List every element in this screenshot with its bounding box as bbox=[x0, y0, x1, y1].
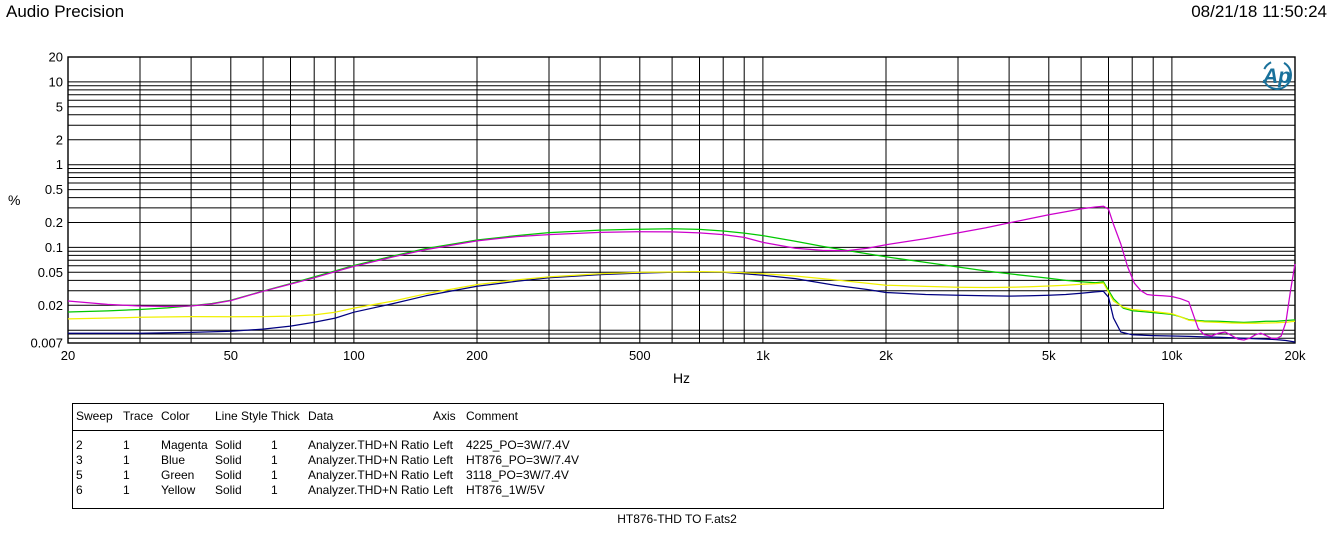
y-axis-title: % bbox=[8, 192, 20, 208]
svg-text:1k: 1k bbox=[756, 348, 770, 363]
column-header-axis: Axis bbox=[430, 404, 463, 431]
column-header-data: Data bbox=[305, 404, 430, 431]
sweep-cell-data: Analyzer.THD+N Ratio A bbox=[308, 482, 430, 497]
sweep-cell-line-style: Solid bbox=[215, 452, 242, 467]
sweep-cell-axis: Left bbox=[433, 437, 454, 452]
sweep-row: 6 1 Yellow Solid 1 Analyzer.THD+N Ratio A Left… bbox=[73, 482, 1163, 497]
svg-text:0.02: 0.02 bbox=[38, 298, 63, 313]
svg-text:50: 50 bbox=[224, 348, 238, 363]
column-header-color: Color bbox=[158, 404, 212, 431]
sweep-cell-color: Yellow bbox=[161, 482, 196, 497]
x-axis-title: Hz bbox=[673, 370, 690, 386]
sweep-cell-data: Analyzer.THD+N Ratio A bbox=[308, 452, 430, 467]
sweep-row: 3 1 Blue Solid 1 Analyzer.THD+N Ratio A Left HT… bbox=[73, 452, 1163, 467]
column-header-thick: Thick bbox=[268, 404, 305, 431]
sweep-row: 5 1 Green Solid 1 Analyzer.THD+N Ratio A Left 3… bbox=[73, 467, 1163, 482]
y-axis-tick-labels: 20 10 5 2 1 0.5 0.2 0.1 0.05 0.02 0.007 bbox=[30, 50, 63, 351]
sweep-cell-comment: HT876_PO=3W/7.4V bbox=[466, 452, 580, 467]
svg-text:5k: 5k bbox=[1042, 348, 1056, 363]
report-timestamp: 08/21/18 11:50:24 bbox=[1191, 2, 1327, 21]
app-title: Audio Precision bbox=[6, 2, 125, 21]
sweep-table-body: 2 1 Magenta Solid 1 Analyzer.THD+N Ratio A Lef… bbox=[73, 431, 1163, 498]
sweep-table-header-row: Sweep Trace Color Line Style Thick Data Axis Co… bbox=[73, 404, 1163, 431]
svg-text:500: 500 bbox=[629, 348, 651, 363]
sweep-cell-color: Blue bbox=[161, 452, 186, 467]
svg-text:2k: 2k bbox=[879, 348, 893, 363]
svg-text:0.007: 0.007 bbox=[30, 336, 63, 351]
svg-text:20k: 20k bbox=[1285, 348, 1306, 363]
sweep-cell-thick: 1 bbox=[271, 437, 278, 452]
sweep-cell-line-style: Solid bbox=[215, 467, 242, 482]
sweep-cell-sweep: 5 bbox=[76, 467, 83, 482]
column-header-comment: Comment bbox=[463, 404, 1163, 431]
column-header-line-style: Line Style bbox=[212, 404, 268, 431]
sweep-legend-table-border: Sweep Trace Color Line Style Thick Data Axis Co… bbox=[72, 403, 1164, 509]
gridlines bbox=[67, 56, 1296, 344]
sweep-cell-trace: 1 bbox=[123, 482, 130, 497]
svg-text:200: 200 bbox=[466, 348, 488, 363]
sweep-cell-axis: Left bbox=[433, 452, 454, 467]
svg-text:0.2: 0.2 bbox=[45, 215, 63, 230]
sweep-cell-color: Magenta bbox=[161, 437, 208, 452]
svg-text:Ap: Ap bbox=[1262, 65, 1291, 88]
traces bbox=[67, 205, 1296, 343]
sweep-cell-sweep: 2 bbox=[76, 437, 83, 452]
svg-text:100: 100 bbox=[343, 348, 365, 363]
x-axis-tick-labels: 20 50 100 200 500 1k 2k 5k 10k 20k bbox=[61, 348, 1306, 363]
sweep-cell-line-style: Solid bbox=[215, 437, 242, 452]
sweep-cell-comment: 3118_PO=3W/7.4V bbox=[466, 467, 569, 482]
sweep-cell-sweep: 3 bbox=[76, 452, 83, 467]
project-filename: HT876-THD TO F.ats2 bbox=[617, 512, 737, 526]
sweep-cell-comment: HT876_1W/5V bbox=[466, 482, 545, 497]
sweep-table-header: Sweep Trace Color Line Style Thick Data Axis Co… bbox=[73, 404, 1163, 431]
svg-text:20: 20 bbox=[49, 50, 63, 65]
trace-yellow bbox=[67, 270, 1296, 324]
svg-text:20: 20 bbox=[61, 348, 75, 363]
ap-logo: Ap bbox=[1262, 61, 1292, 90]
svg-text:1: 1 bbox=[56, 157, 63, 172]
sweep-cell-axis: Left bbox=[433, 482, 454, 497]
sweep-cell-line-style: Solid bbox=[215, 482, 242, 497]
svg-text:10: 10 bbox=[49, 74, 63, 89]
trace-blue bbox=[68, 271, 1296, 343]
sweep-cell-thick: 1 bbox=[271, 467, 278, 482]
svg-text:2: 2 bbox=[56, 132, 63, 147]
sweep-legend-table: Sweep Trace Color Line Style Thick Data Axis Co… bbox=[73, 404, 1163, 497]
sweep-cell-color: Green bbox=[161, 467, 195, 482]
svg-text:5: 5 bbox=[56, 99, 63, 114]
trace-magenta bbox=[67, 205, 1296, 341]
svg-text:0.1: 0.1 bbox=[45, 240, 63, 255]
thd-vs-frequency-chart: 20 50 100 200 500 1k 2k 5k 10k 20k 20 10 5 2 1 0.5 0.2 0.… bbox=[8, 50, 1306, 387]
sweep-cell-trace: 1 bbox=[123, 467, 130, 482]
sweep-cell-data: Analyzer.THD+N Ratio A bbox=[308, 467, 430, 482]
sweep-cell-sweep: 6 bbox=[76, 482, 83, 497]
sweep-cell-comment: 4225_PO=3W/7.4V bbox=[466, 437, 570, 452]
svg-text:0.05: 0.05 bbox=[38, 265, 63, 280]
sweep-row: 2 1 Magenta Solid 1 Analyzer.THD+N Ratio A Lef… bbox=[73, 431, 1163, 453]
plot-border bbox=[67, 56, 1296, 344]
sweep-cell-data: Analyzer.THD+N Ratio A bbox=[308, 437, 430, 452]
column-header-sweep: Sweep bbox=[73, 404, 120, 431]
svg-text:0.5: 0.5 bbox=[45, 182, 63, 197]
sweep-cell-thick: 1 bbox=[271, 482, 278, 497]
column-header-trace: Trace bbox=[120, 404, 158, 431]
sweep-cell-trace: 1 bbox=[123, 437, 130, 452]
sweep-cell-trace: 1 bbox=[123, 452, 130, 467]
sweep-cell-thick: 1 bbox=[271, 452, 278, 467]
svg-text:10k: 10k bbox=[1161, 348, 1182, 363]
sweep-cell-axis: Left bbox=[433, 467, 454, 482]
